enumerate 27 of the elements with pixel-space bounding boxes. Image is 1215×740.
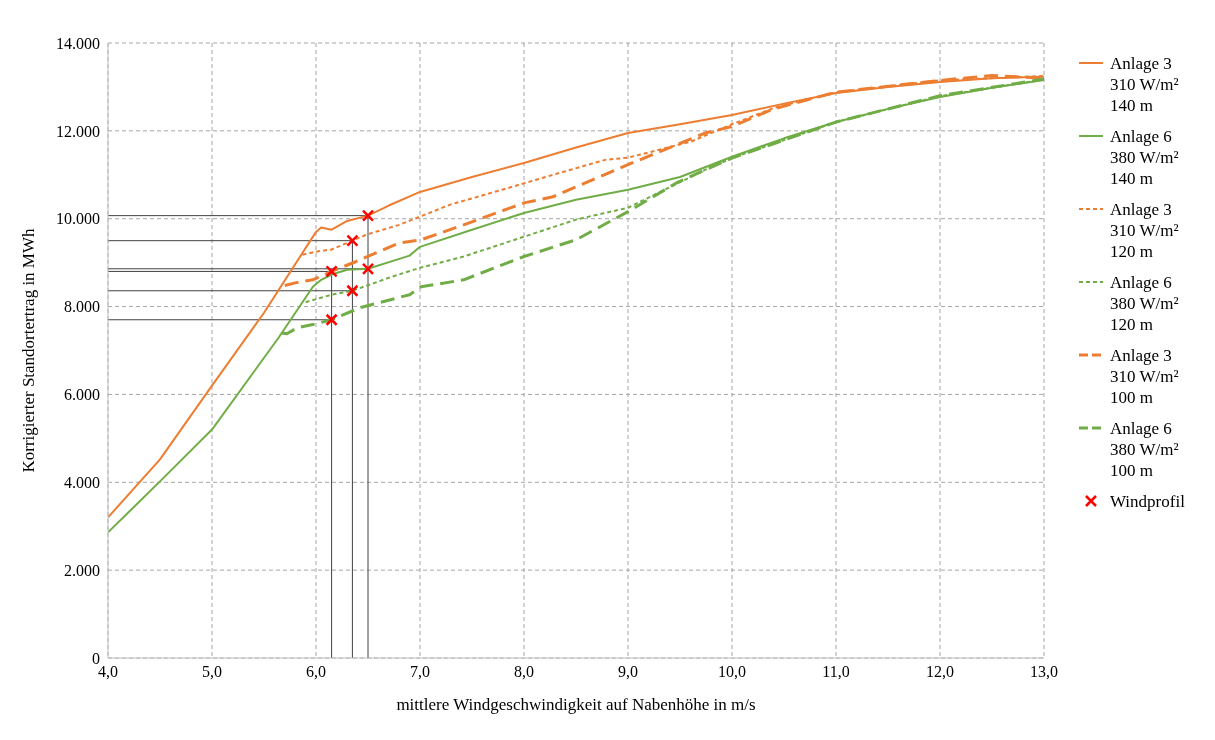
x-tick-label: 9,0	[618, 663, 638, 681]
x-tick-label: 6,0	[306, 663, 326, 681]
x-tick-label: 5,0	[202, 663, 222, 681]
y-tick-label: 4.000	[64, 473, 100, 491]
legend-label: Windprofil	[1110, 491, 1186, 512]
legend-label: Anlage 6 380 W/m² 100 m	[1110, 418, 1180, 481]
y-axis-title: Korrigierter Standortertrag in MWh	[19, 227, 39, 473]
y-tick-label: 0	[92, 649, 100, 667]
y-tick-label: 14.000	[56, 34, 100, 52]
x-tick-label: 10,0	[718, 663, 746, 681]
legend-label: Anlage 6 380 W/m² 140 m	[1110, 126, 1180, 189]
x-axis-title: mittlere Windgeschwindigkeit auf Nabenhöhe in m/s	[396, 695, 756, 714]
y-tick-label: 10.000	[56, 210, 100, 228]
x-tick-label: 8,0	[514, 663, 534, 681]
y-tick-label: 6.000	[64, 386, 100, 404]
x-tick-label: 4,0	[98, 663, 118, 681]
x-tick-label: 13,0	[1030, 663, 1058, 681]
legend-label: Anlage 3 310 W/m² 120 m	[1110, 199, 1180, 262]
legend-label: Anlage 6 380 W/m² 120 m	[1110, 272, 1180, 335]
legend-label: Anlage 3 310 W/m² 140 m	[1110, 53, 1180, 116]
y-tick-label: 2.000	[64, 561, 100, 579]
x-tick-label: 11,0	[822, 663, 850, 681]
y-tick-label: 8.000	[64, 298, 100, 316]
legend-label: Anlage 3 310 W/m² 100 m	[1110, 345, 1180, 408]
x-tick-label: 7,0	[410, 663, 430, 681]
x-tick-label: 12,0	[926, 663, 954, 681]
y-tick-label: 12.000	[56, 122, 100, 140]
